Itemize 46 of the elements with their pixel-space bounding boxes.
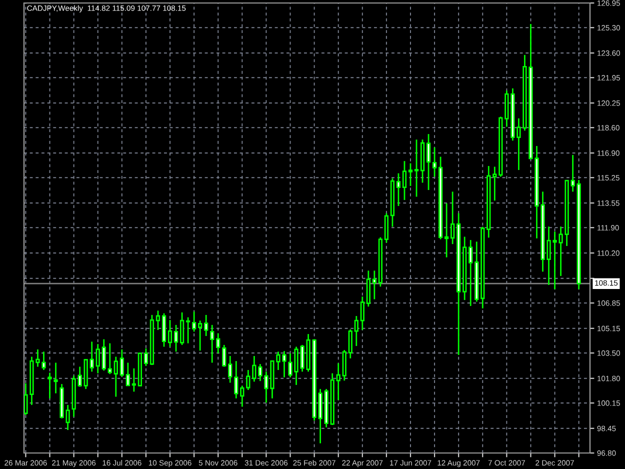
candlestick <box>414 138 419 198</box>
candlestick <box>372 270 376 300</box>
candlestick <box>354 315 358 347</box>
candlestick <box>186 316 190 344</box>
candlestick <box>114 356 118 398</box>
candlestick <box>432 146 437 178</box>
candlestick <box>228 355 232 384</box>
candlestick <box>396 172 401 207</box>
candlestick <box>204 314 208 337</box>
candlestick <box>360 296 364 331</box>
candlestick <box>252 355 256 382</box>
candlestick <box>492 166 497 202</box>
candlestick <box>120 348 124 378</box>
candlestick <box>246 369 250 391</box>
candlestick <box>216 332 220 354</box>
candlestick <box>78 366 82 388</box>
candlestick <box>192 310 196 332</box>
candlestick <box>222 344 226 368</box>
candlestick <box>102 338 106 372</box>
candlestick <box>156 310 160 331</box>
candlestick <box>210 324 214 364</box>
candlestick <box>234 360 238 400</box>
candlestick <box>426 133 431 191</box>
candlestick <box>132 368 136 392</box>
candlestick <box>168 319 172 348</box>
candlestick <box>342 349 346 382</box>
candlestick <box>336 362 340 401</box>
candlestick <box>144 348 148 367</box>
candlestick <box>240 384 244 408</box>
candlestick <box>402 160 407 201</box>
candlestick <box>570 154 575 192</box>
candlestick <box>408 162 413 187</box>
candlestick <box>108 342 112 375</box>
candlestick <box>180 312 184 346</box>
candlestick <box>348 328 352 360</box>
candlestick <box>468 239 473 307</box>
candlestick <box>450 190 455 245</box>
candlestick <box>126 362 130 387</box>
candlestick <box>96 343 100 374</box>
candlestick <box>54 362 58 394</box>
candlestick <box>48 372 52 400</box>
candlestick <box>384 212 389 244</box>
candlestick <box>198 320 202 352</box>
candlestick <box>90 340 94 372</box>
candlestick <box>174 324 178 352</box>
candlestick <box>444 202 449 258</box>
